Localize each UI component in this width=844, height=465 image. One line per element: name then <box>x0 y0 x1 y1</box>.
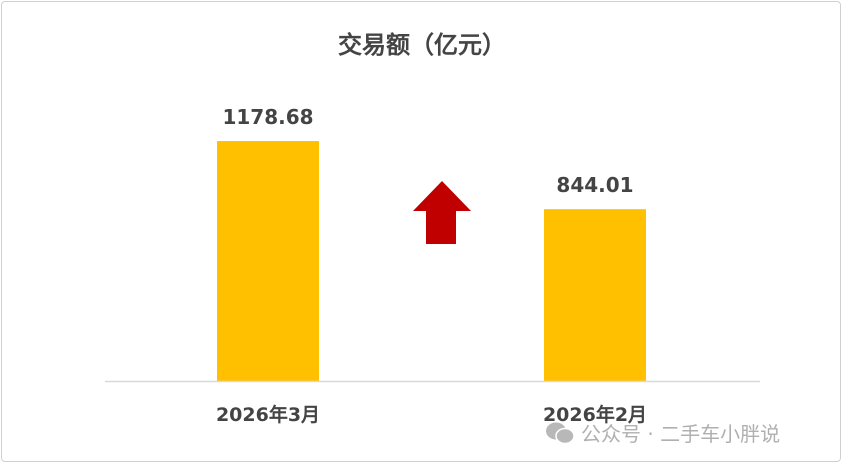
x-tick-label: 2026年2月 <box>543 403 647 426</box>
wechat-icon <box>546 422 575 444</box>
x-tick-label: 2026年3月 <box>216 403 320 426</box>
data-label: 844.01 <box>556 173 633 197</box>
chart-title: 交易额（亿元） <box>338 31 506 59</box>
watermark-text: 公众号 · 二手车小胖说 <box>581 422 781 446</box>
up-arrow-icon <box>413 181 471 244</box>
data-label: 1178.68 <box>222 105 313 129</box>
bar <box>217 141 319 381</box>
watermark: 公众号 · 二手车小胖说 <box>545 418 780 447</box>
bar <box>544 209 646 381</box>
